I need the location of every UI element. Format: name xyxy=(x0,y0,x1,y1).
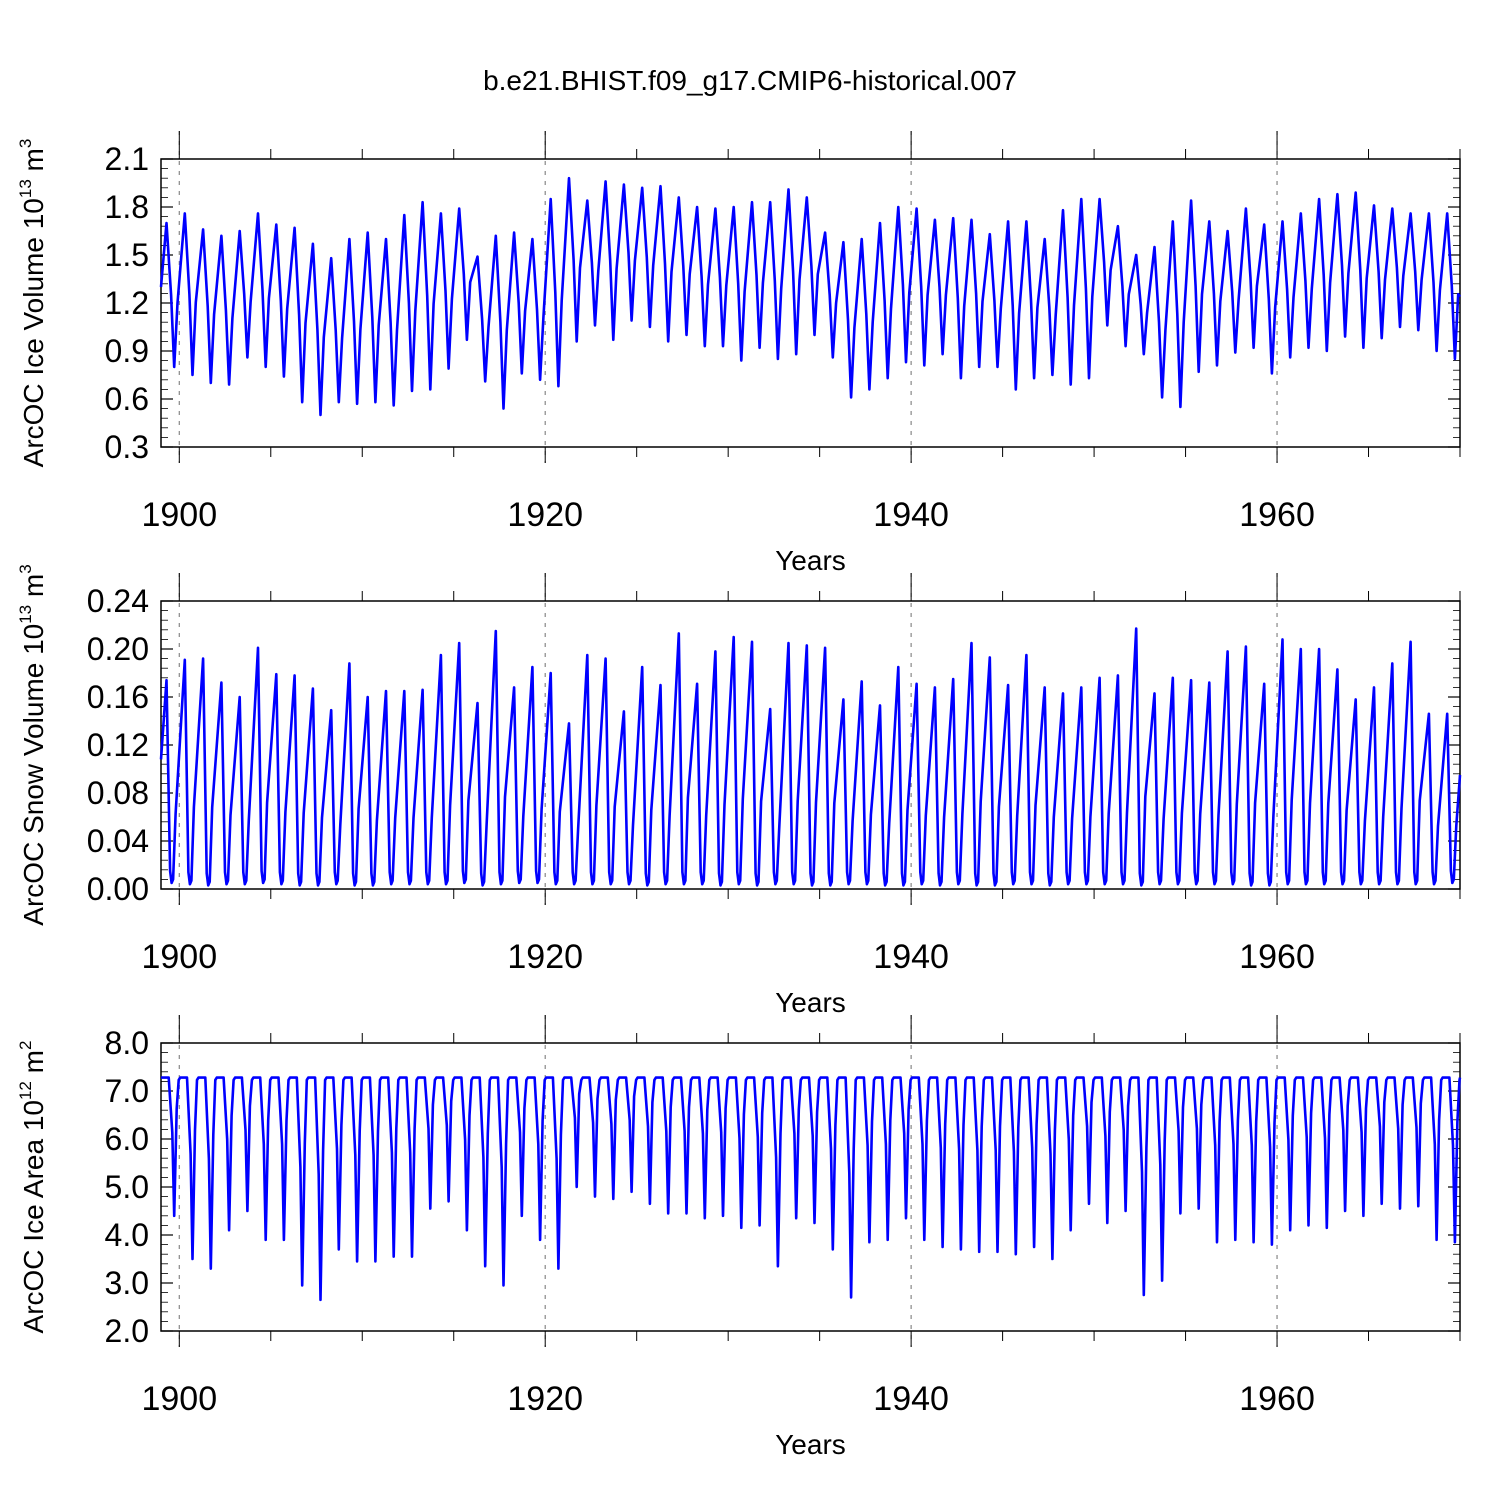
ice-volume-ytick-label: 2.1 xyxy=(105,141,149,177)
snow-volume-ytick-label: 0.16 xyxy=(87,679,149,715)
panels: 0.3 0.6 0.9 1.2 1.5 1.8 2.1 1900 1920 1940 1960 Yea… xyxy=(16,131,1462,1460)
ice-area-xtick-label: 1900 xyxy=(141,1380,217,1418)
snow-volume-ytick-label: 0.00 xyxy=(87,871,149,907)
ice-volume-ytick-label: 1.2 xyxy=(105,285,149,321)
ice-volume-xtick-label: 1940 xyxy=(873,496,949,534)
snow-volume-panel: 0.00 0.04 0.08 0.12 0.16 0.20 0.24 1900 1920 1940… xyxy=(16,564,1462,1018)
snow-volume-xtick-label: 1920 xyxy=(507,938,583,976)
ice-volume-xlabel: Years xyxy=(775,545,846,576)
ice-volume-xtick-label: 1920 xyxy=(507,496,583,534)
ice-volume-ylabel: ArcOC Ice Volume 1013 m3 xyxy=(16,139,49,468)
ice-area-ytick-label: 3.0 xyxy=(105,1265,149,1301)
snow-volume-series-line xyxy=(159,627,1462,887)
ice-area-ytick-label: 4.0 xyxy=(105,1217,149,1253)
snow-volume-xtick-label: 1940 xyxy=(873,938,949,976)
ice-volume-ytick-label: 1.5 xyxy=(105,237,149,273)
figure-title: b.e21.BHIST.f09_g17.CMIP6-historical.007 xyxy=(483,65,1017,96)
snow-volume-ytick-label: 0.08 xyxy=(87,775,149,811)
ice-area-ytick-label: 7.0 xyxy=(105,1073,149,1109)
snow-volume-xtick-label: 1960 xyxy=(1239,938,1315,976)
ice-volume-ytick-label: 1.8 xyxy=(105,189,149,225)
ice-area-xtick-label: 1940 xyxy=(873,1380,949,1418)
ice-volume-ytick-label: 0.6 xyxy=(105,381,149,417)
ice-area-ytick-label: 8.0 xyxy=(105,1025,149,1061)
snow-volume-xlabel: Years xyxy=(775,987,846,1018)
ice-area-series-line xyxy=(160,1076,1462,1302)
ice-volume-ytick-label: 0.9 xyxy=(105,333,149,369)
snow-volume-ytick-label: 0.04 xyxy=(87,823,149,859)
snow-volume-ytick-label: 0.24 xyxy=(87,583,149,619)
ice-area-ylabel: ArcOC Ice Area 1012 m2 xyxy=(16,1041,49,1334)
ice-volume-xtick-label: 1960 xyxy=(1239,496,1315,534)
ice-volume-series-line xyxy=(159,176,1462,417)
snow-volume-ylabel: ArcOC Snow Volume 1013 m3 xyxy=(16,564,49,925)
ice-area-ytick-label: 6.0 xyxy=(105,1121,149,1157)
ice-area-panel: 2.0 3.0 4.0 5.0 6.0 7.0 8.0 1900 1920 1940 1960 Yea… xyxy=(16,1015,1462,1460)
ice-volume-panel: 0.3 0.6 0.9 1.2 1.5 1.8 2.1 1900 1920 1940 1960 Yea… xyxy=(16,131,1462,576)
ice-volume-ytick-label: 0.3 xyxy=(105,429,149,465)
ice-area-xtick-label: 1920 xyxy=(507,1380,583,1418)
snow-volume-ytick-label: 0.12 xyxy=(87,727,149,763)
snow-volume-ytick-label: 0.20 xyxy=(87,631,149,667)
ice-area-xlabel: Years xyxy=(775,1429,846,1460)
ice-area-ytick-label: 5.0 xyxy=(105,1169,149,1205)
ice-volume-xtick-label: 1900 xyxy=(141,496,217,534)
ice-area-xtick-label: 1960 xyxy=(1239,1380,1315,1418)
ice-area-ytick-label: 2.0 xyxy=(105,1313,149,1349)
snow-volume-xtick-label: 1900 xyxy=(141,938,217,976)
